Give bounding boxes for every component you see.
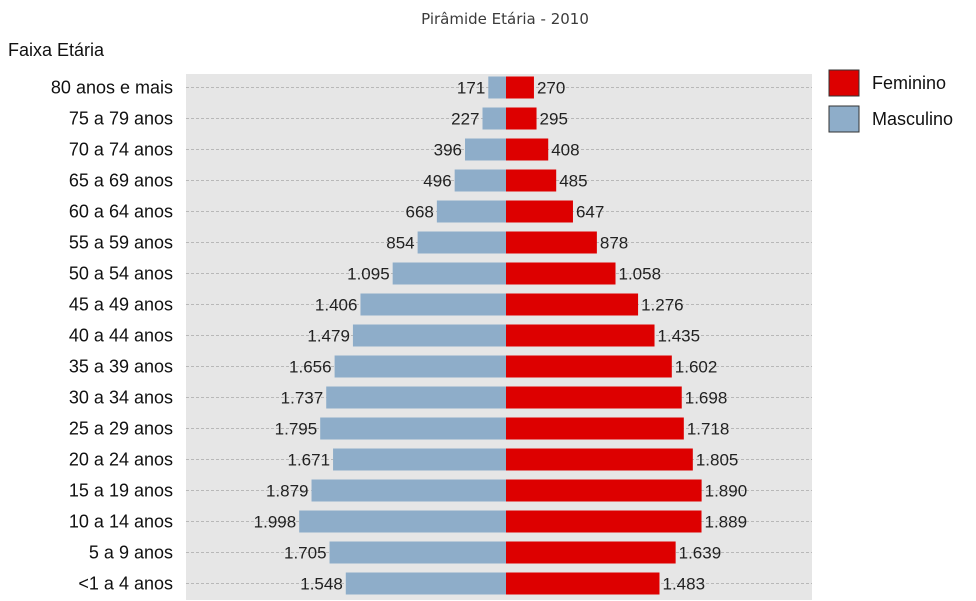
category-tick-label: 50 a 54 anos	[69, 264, 173, 284]
value-label-feminino: 647	[576, 203, 604, 222]
bar-feminino	[506, 417, 684, 440]
category-tick-label: 30 a 34 anos	[69, 388, 173, 408]
bar-masculino	[488, 76, 506, 99]
category-tick-label: 55 a 59 anos	[69, 233, 173, 253]
value-label-feminino: 408	[551, 141, 579, 160]
bar-masculino	[436, 200, 506, 223]
value-label-feminino: 1.435	[658, 327, 701, 346]
bar-feminino	[506, 138, 549, 161]
category-tick-label: 65 a 69 anos	[69, 171, 173, 191]
category-tick-label: 75 a 79 anos	[69, 109, 173, 129]
value-label-masculino: 854	[386, 234, 414, 253]
value-label-masculino: 1.879	[266, 482, 309, 501]
value-label-feminino: 1.483	[662, 575, 705, 594]
category-tick-label: 70 a 74 anos	[69, 140, 173, 160]
value-labels-layer: 171 270 227 295 396 408 496 485 668 647 854 878 1.09…	[254, 79, 748, 594]
value-label-masculino: 1.656	[289, 358, 332, 377]
category-tick-label: 10 a 14 anos	[69, 512, 173, 532]
bar-masculino	[360, 293, 506, 316]
value-label-feminino: 1.889	[705, 513, 748, 532]
value-label-masculino: 668	[405, 203, 433, 222]
bar-masculino	[334, 355, 506, 378]
bar-feminino	[506, 479, 702, 502]
category-tick-label: 35 a 39 anos	[69, 357, 173, 377]
bar-masculino	[329, 541, 506, 564]
value-label-masculino: 227	[451, 110, 479, 129]
bar-feminino	[506, 510, 702, 533]
bar-feminino	[506, 262, 616, 285]
category-tick-label: 45 a 49 anos	[69, 295, 173, 315]
bar-masculino	[333, 448, 506, 471]
value-label-feminino: 295	[540, 110, 568, 129]
bar-masculino	[326, 386, 506, 409]
bar-feminino	[506, 76, 534, 99]
value-label-masculino: 1.479	[307, 327, 350, 346]
value-label-masculino: 1.406	[315, 296, 358, 315]
legend-item-feminino[interactable]: Feminino	[828, 69, 946, 97]
bar-masculino	[417, 231, 506, 254]
bar-masculino	[454, 169, 506, 192]
value-label-feminino: 1.890	[705, 482, 748, 501]
bar-masculino	[352, 324, 506, 347]
bar-feminino	[506, 293, 639, 316]
chart-title: Pirâmide Etária - 2010	[421, 10, 589, 28]
category-axis: 80 anos e mais 75 a 79 anos 70 a 74 anos 65…	[51, 78, 173, 594]
value-label-masculino: 1.998	[254, 513, 297, 532]
bar-feminino	[506, 386, 682, 409]
bar-feminino	[506, 541, 676, 564]
value-label-masculino: 1.671	[288, 451, 331, 470]
bar-feminino	[506, 231, 597, 254]
value-label-masculino: 1.795	[275, 420, 318, 439]
value-label-feminino: 1.639	[679, 544, 722, 563]
bar-feminino	[506, 572, 660, 595]
value-label-feminino: 1.805	[696, 451, 739, 470]
bar-masculino	[311, 479, 506, 502]
value-label-feminino: 270	[537, 79, 565, 98]
bar-masculino	[482, 107, 506, 130]
bar-feminino	[506, 169, 557, 192]
bar-masculino	[345, 572, 506, 595]
value-label-masculino: 1.737	[281, 389, 324, 408]
bar-masculino	[465, 138, 506, 161]
value-label-masculino: 496	[423, 172, 451, 191]
category-tick-label: 20 a 24 anos	[69, 450, 173, 470]
legend-item-masculino[interactable]: Masculino	[828, 105, 953, 133]
bar-feminino	[506, 107, 537, 130]
category-tick-label: 40 a 44 anos	[69, 326, 173, 346]
value-label-feminino: 1.602	[675, 358, 718, 377]
value-label-feminino: 1.718	[687, 420, 730, 439]
bar-masculino	[392, 262, 506, 285]
legend-label-masculino: Masculino	[872, 109, 953, 129]
value-label-feminino: 485	[559, 172, 587, 191]
category-tick-label: 60 a 64 anos	[69, 202, 173, 222]
legend-swatch-feminino	[828, 69, 860, 97]
bar-feminino	[506, 200, 573, 223]
legend-label-feminino: Feminino	[872, 73, 946, 93]
bar-feminino	[506, 448, 693, 471]
bar-feminino	[506, 324, 655, 347]
y-axis-title: Faixa Etária	[8, 40, 105, 60]
category-tick-label: <1 a 4 anos	[78, 574, 173, 594]
bar-feminino	[506, 355, 672, 378]
value-label-feminino: 1.698	[685, 389, 728, 408]
legend-swatch-masculino	[828, 105, 860, 133]
bar-masculino	[320, 417, 506, 440]
category-tick-label: 15 a 19 anos	[69, 481, 173, 501]
category-tick-label: 80 anos e mais	[51, 78, 173, 98]
value-label-feminino: 878	[600, 234, 628, 253]
value-label-masculino: 1.548	[300, 575, 343, 594]
bars-layer	[299, 76, 702, 595]
value-label-feminino: 1.058	[619, 265, 662, 284]
value-label-masculino: 171	[457, 79, 485, 98]
category-tick-label: 5 a 9 anos	[89, 543, 173, 563]
value-label-masculino: 1.095	[347, 265, 390, 284]
value-label-masculino: 396	[434, 141, 462, 160]
value-label-feminino: 1.276	[641, 296, 684, 315]
legend[interactable]: Feminino Masculino	[828, 69, 953, 133]
value-label-masculino: 1.705	[284, 544, 327, 563]
bar-masculino	[299, 510, 506, 533]
category-tick-label: 25 a 29 anos	[69, 419, 173, 439]
